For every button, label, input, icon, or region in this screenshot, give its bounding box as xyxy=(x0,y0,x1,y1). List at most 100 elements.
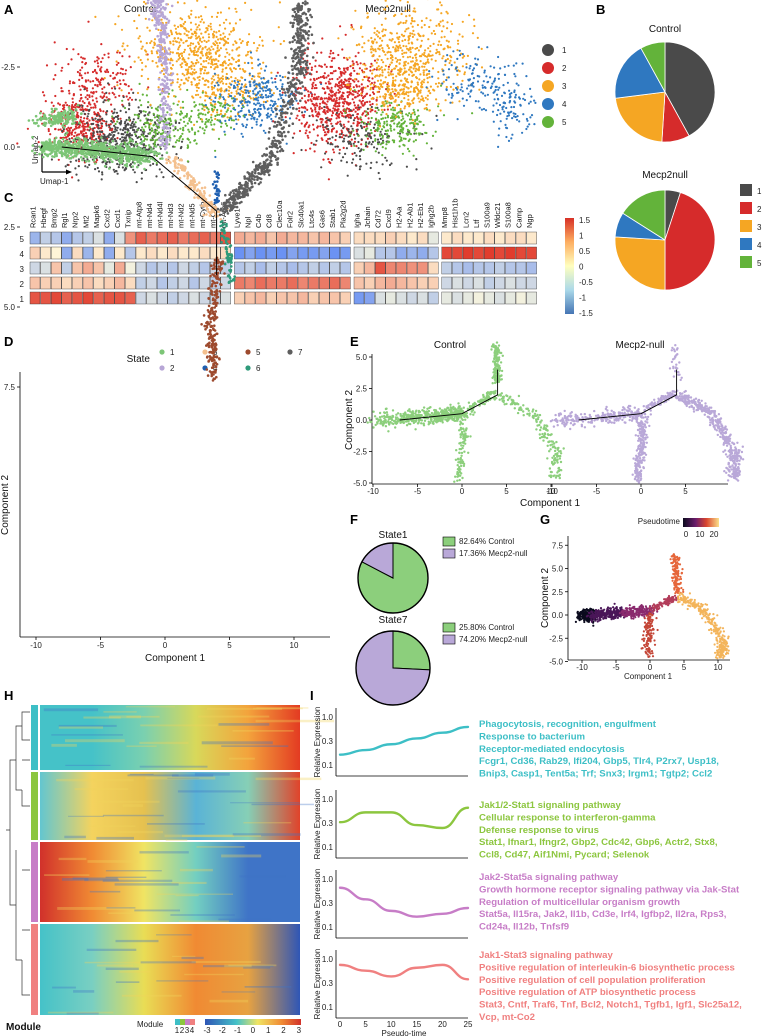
data-point xyxy=(417,67,420,71)
data-point xyxy=(262,103,265,106)
data-point xyxy=(116,115,119,119)
data-point xyxy=(219,63,222,67)
data-point xyxy=(229,126,233,129)
colorbar-tick: -0.5 xyxy=(579,278,593,287)
data-point xyxy=(249,56,252,59)
heatmap-cell xyxy=(353,261,365,275)
data-point xyxy=(116,172,119,175)
legend-swatch xyxy=(542,44,554,56)
data-point xyxy=(357,104,360,107)
data-point xyxy=(233,95,236,98)
data-point xyxy=(474,100,477,103)
heatmap-cell xyxy=(40,246,51,260)
data-point xyxy=(483,71,486,74)
data-point xyxy=(326,142,330,145)
data-point xyxy=(307,136,310,139)
data-point xyxy=(314,59,317,62)
data-point xyxy=(270,117,273,121)
data-point xyxy=(356,95,359,98)
data-point xyxy=(261,87,264,90)
data-point xyxy=(181,58,184,61)
data-point xyxy=(133,123,136,126)
data-point xyxy=(338,133,341,136)
data-point xyxy=(210,60,213,63)
data-point xyxy=(207,86,210,89)
data-point xyxy=(85,122,89,125)
data-point xyxy=(331,90,334,93)
data-point xyxy=(246,43,249,47)
data-point xyxy=(145,117,148,120)
data-point xyxy=(248,33,251,36)
data-point xyxy=(513,90,516,94)
data-point xyxy=(255,49,258,52)
data-point xyxy=(169,120,172,123)
data-point xyxy=(44,100,47,103)
data-point xyxy=(199,67,202,70)
data-point xyxy=(407,9,411,12)
data-point xyxy=(99,81,102,84)
heatmap-cell xyxy=(255,291,266,305)
data-point xyxy=(398,132,402,135)
data-point xyxy=(156,114,159,117)
data-point xyxy=(482,107,486,111)
data-point xyxy=(384,116,387,119)
data-point xyxy=(511,133,514,136)
data-point xyxy=(312,81,315,84)
data-point xyxy=(74,131,77,134)
data-point xyxy=(361,88,364,91)
data-point xyxy=(358,155,361,158)
data-point xyxy=(382,95,385,98)
data-point xyxy=(195,71,198,74)
data-point xyxy=(533,123,536,126)
data-point xyxy=(68,82,71,85)
data-point xyxy=(84,72,87,75)
data-point xyxy=(223,114,226,117)
data-point xyxy=(193,51,196,54)
data-point xyxy=(386,105,389,108)
data-point xyxy=(354,78,357,81)
data-point xyxy=(298,109,301,113)
heatmap-cell xyxy=(329,276,340,290)
data-point xyxy=(276,71,279,74)
trajectory-point xyxy=(133,162,136,165)
data-point xyxy=(100,43,103,46)
trajectory-point xyxy=(120,142,123,146)
data-point xyxy=(415,76,418,79)
data-point xyxy=(240,132,243,135)
data-point xyxy=(437,102,440,105)
data-point xyxy=(227,85,230,88)
heatmap-cell xyxy=(375,276,386,290)
data-point xyxy=(140,171,143,174)
data-point xyxy=(138,82,141,85)
data-point xyxy=(271,81,274,84)
heatmap-cell xyxy=(135,276,147,290)
data-point xyxy=(281,93,284,97)
data-point xyxy=(412,67,415,70)
data-point xyxy=(323,102,326,105)
data-point xyxy=(176,129,179,132)
data-point xyxy=(93,69,96,72)
data-point xyxy=(509,95,512,98)
data-point xyxy=(235,90,238,93)
heatmap-cell xyxy=(462,291,474,305)
data-point xyxy=(146,88,149,91)
data-point xyxy=(320,107,323,110)
data-point xyxy=(506,81,509,84)
heatmap-cell xyxy=(473,261,484,275)
data-point xyxy=(235,122,238,125)
data-point xyxy=(326,100,329,103)
heatmap-cell xyxy=(406,276,418,290)
heatmap-cell xyxy=(297,276,309,290)
heatmap-cell xyxy=(308,261,319,275)
data-point xyxy=(75,173,78,176)
heatmap-cell xyxy=(61,231,72,245)
data-point xyxy=(173,135,176,138)
data-point xyxy=(105,120,108,123)
heatmap-cell xyxy=(353,291,365,305)
data-point xyxy=(168,143,171,146)
data-point xyxy=(358,99,361,102)
data-point xyxy=(86,94,89,97)
colorbar-tick: 0.5 xyxy=(579,247,591,256)
data-point xyxy=(274,85,277,88)
data-point xyxy=(274,115,277,118)
